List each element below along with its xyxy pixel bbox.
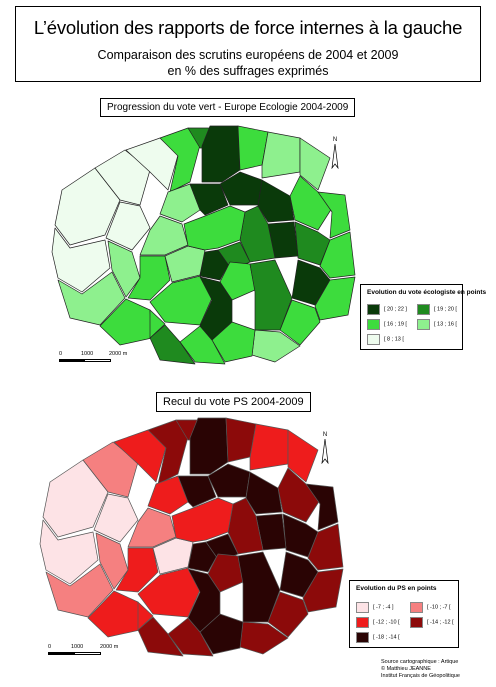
credits-institute: Institut Français de Géopolitique (381, 673, 460, 679)
arrondissement-polygon (317, 191, 351, 239)
arrondissement-polygon (207, 553, 244, 593)
arrondissement-polygon (51, 227, 111, 293)
arrondissement-polygon (149, 309, 166, 339)
credits-author: © Matthieu JEANNE (381, 666, 431, 672)
arrondissement-polygon (237, 551, 281, 623)
arrondissement-polygon (149, 324, 196, 365)
arrondissement-polygon (137, 601, 154, 631)
map1-legend: Evolution du vote écologiste en points [… (360, 284, 486, 350)
legend-item: [ -7 ; -4 ] (356, 602, 393, 613)
legend-swatch (410, 617, 423, 628)
subtitle-line-2: en % des suffrages exprimés (167, 64, 329, 78)
legend-item: [ 16 ; 19 [ (367, 319, 407, 330)
north-arrow-icon (331, 143, 339, 170)
arrondissement-polygon (199, 276, 233, 341)
arrondissement-polygon (177, 475, 217, 508)
map2-legend: Evolution du PS en points [ -7 ; -4 ] [ … (349, 580, 459, 648)
arrondissement-polygon (137, 616, 184, 657)
arrondissement-polygon (189, 183, 229, 216)
arrondissement-polygon (45, 563, 114, 618)
legend-item: [ -18 ; -14 [ (356, 632, 400, 643)
map1-title: Progression du vote vert - Europe Ecolog… (100, 98, 356, 117)
legend-item: [ 19 ; 20 [ (417, 304, 457, 315)
arrondissement-polygon (159, 183, 201, 223)
subtitle-line-1: Comparaison des scrutins européens de 20… (97, 48, 399, 62)
arrondissement-polygon (257, 179, 295, 223)
legend-swatch (417, 304, 430, 315)
legend-item: [ 8 ; 13 [ (367, 334, 404, 345)
arrondissement-polygon (305, 483, 339, 531)
arrondissement-polygon (219, 261, 256, 301)
legend-swatch (367, 334, 380, 345)
arrondissement-polygon (183, 205, 246, 251)
arrondissement-polygon (199, 249, 231, 281)
arrondissement-polygon (299, 137, 331, 191)
arrondissement-polygon (93, 493, 139, 543)
arrondissement-polygon (82, 441, 139, 498)
legend-swatch (356, 632, 369, 643)
arrondissement-polygon (94, 149, 151, 206)
arrondissement-polygon (199, 613, 244, 655)
legend-swatch (417, 319, 430, 330)
arrondissement-polygon (249, 423, 289, 471)
map1-north-arrow: N (330, 137, 340, 171)
arrondissement-polygon (319, 231, 356, 279)
map2-scale-bar: 0 1000 2000 m (46, 644, 118, 659)
north-label: N (322, 432, 328, 438)
arrondissement-polygon (261, 131, 301, 179)
arrondissement-polygon (245, 471, 283, 515)
legend-title: Evolution du PS en points (356, 585, 437, 592)
legend-swatch (367, 319, 380, 330)
arrondissement-polygon (171, 497, 234, 543)
arrondissement-polygon (302, 568, 344, 613)
north-arrow-icon (321, 438, 329, 465)
credits: Source cartographique : Artique © Matthi… (381, 659, 460, 680)
arrondissement-polygon (147, 475, 189, 515)
map2-north-arrow: N (320, 432, 330, 466)
arrondissement-polygon (314, 276, 356, 321)
map1-scale-bar: 0 1000 2000 m (57, 351, 127, 366)
arrondissement-polygon (249, 259, 293, 331)
legend-swatch (410, 602, 423, 613)
legend-item: [ 20 ; 22 ] (367, 304, 407, 315)
arrondissement-polygon (287, 429, 319, 483)
arrondissement-polygon (125, 137, 179, 191)
legend-swatch (356, 602, 369, 613)
map2-title: Recul du vote PS 2004-2009 (156, 392, 311, 412)
legend-swatch (356, 617, 369, 628)
legend-item: [ 13 ; 16 [ (417, 319, 457, 330)
arrondissement-polygon (307, 523, 344, 571)
north-label: N (332, 137, 338, 143)
main-title: L’évolution des rapports de force intern… (33, 17, 463, 38)
subtitle: Comparaison des scrutins européens de 20… (16, 47, 480, 79)
header-box: L’évolution des rapports de force intern… (15, 6, 481, 82)
arrondissement-polygon (113, 429, 167, 483)
arrondissement-polygon (189, 417, 229, 475)
arrondissement-polygon (187, 568, 221, 633)
legend-item: [ -10 ; -7 [ (410, 602, 451, 613)
legend-swatch (367, 304, 380, 315)
arrondissement-polygon (39, 519, 99, 585)
arrondissement-polygon (211, 321, 256, 363)
legend-item: [ -14 ; -12 [ (410, 617, 454, 628)
credits-source: Source cartographique : Artique (381, 659, 459, 665)
arrondissement-polygon (95, 532, 129, 590)
legend-title: Evolution du vote écologiste en points (367, 289, 487, 296)
arrondissement-polygon (105, 201, 151, 251)
arrondissement-polygon (107, 240, 141, 298)
arrondissement-polygon (57, 271, 126, 326)
legend-item: [ -12 ; -10 [ (356, 617, 400, 628)
arrondissement-polygon (187, 541, 219, 573)
